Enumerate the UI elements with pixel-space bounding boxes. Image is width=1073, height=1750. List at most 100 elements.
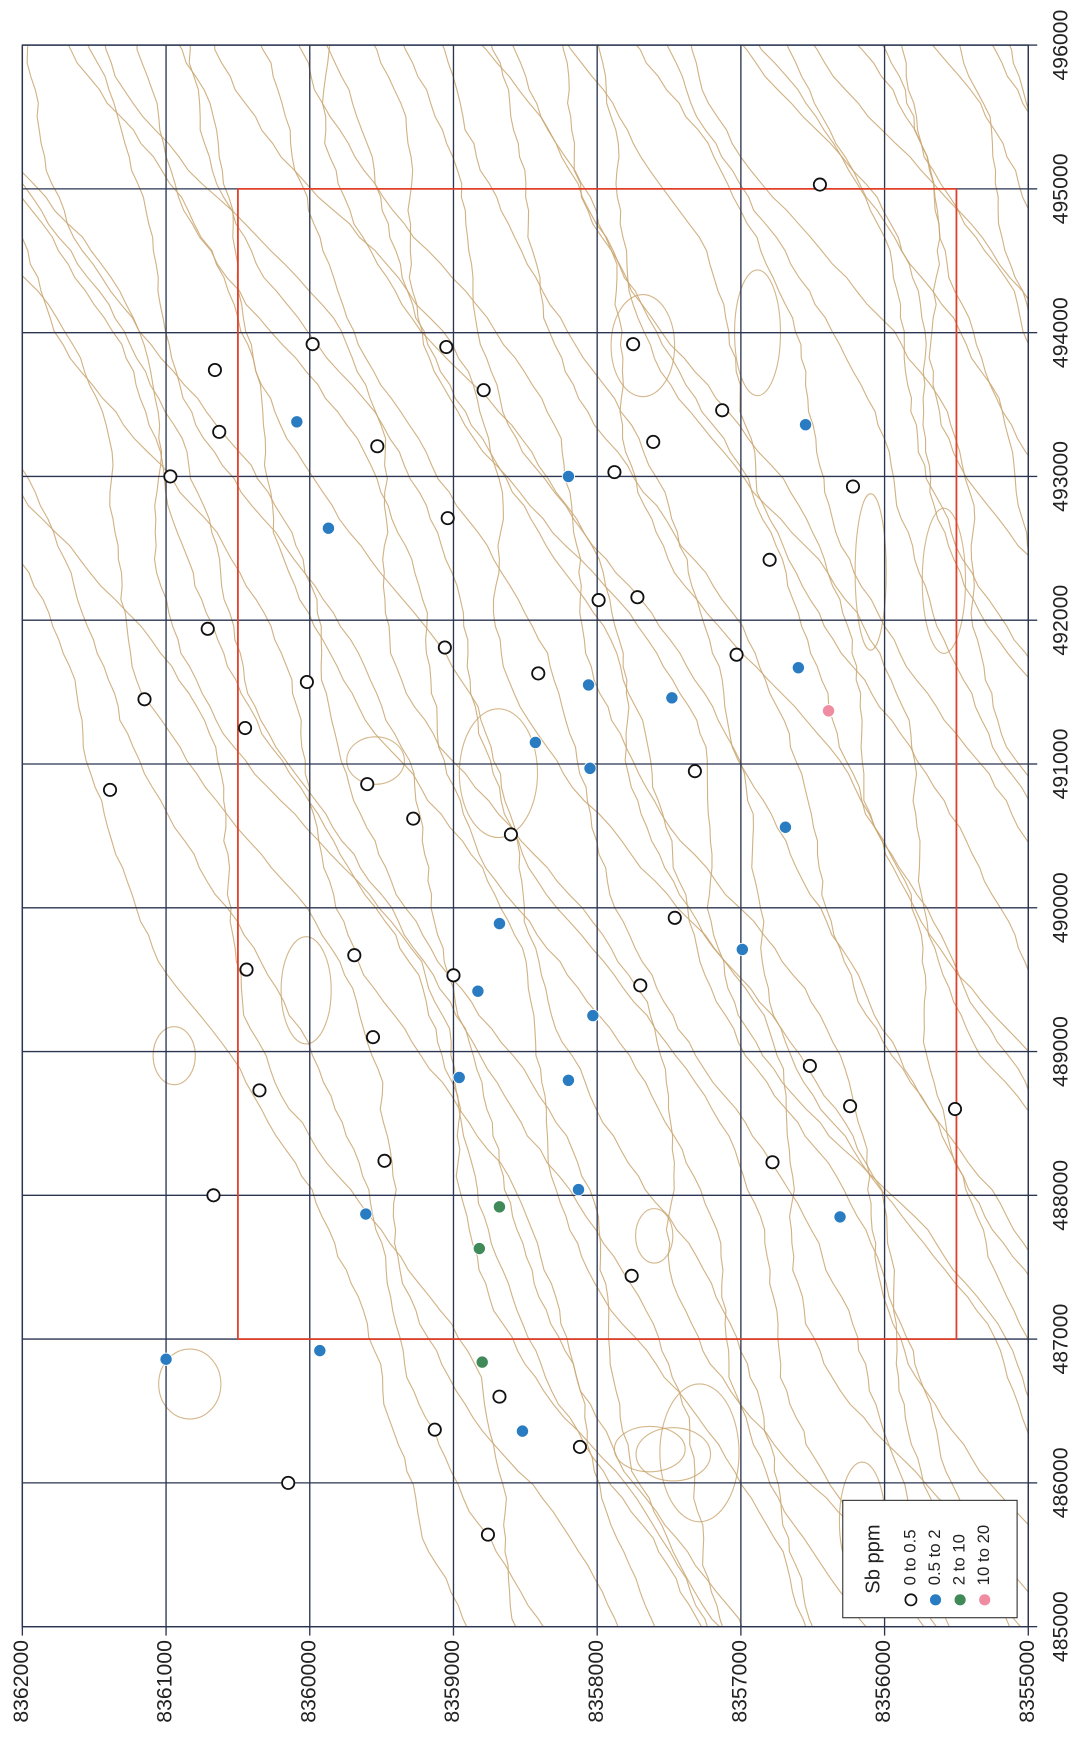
easting-label: 488000 [1049,1160,1072,1231]
contour [373,45,1029,1399]
contour [881,45,1029,457]
sample-point [833,1210,847,1224]
contour [562,45,1029,1052]
sample-point [102,782,118,797]
sample-point [821,704,836,718]
sample-point [137,692,152,707]
sample-point [646,434,661,449]
contour [152,1026,196,1086]
sample-point [624,1268,639,1283]
easting-label: 495000 [1049,153,1072,224]
sample-point [802,1058,817,1073]
sample-point [406,811,421,826]
sample-point [561,1073,576,1087]
easting-label: 496000 [1049,10,1072,81]
contour [87,45,724,1627]
contour [22,494,517,1627]
samples [102,177,963,1542]
contour [104,45,938,1627]
contour [786,45,1029,556]
sample-point [281,1475,296,1490]
sample-point [360,777,375,792]
northing-label: 8356000 [872,1640,895,1723]
contour [854,493,887,651]
legend-swatch [929,1594,942,1606]
sample-point [798,418,813,432]
sample-point [630,590,645,605]
sample-point [503,827,518,842]
sample-point [515,1424,530,1438]
contour [458,708,539,839]
sample-point [528,735,542,750]
easting-label: 494000 [1049,297,1072,368]
sample-point [305,337,320,352]
easting-label: 487000 [1049,1304,1072,1375]
sample-point [765,1155,780,1170]
legend-label: 0.5 to 2 [925,1529,944,1585]
contour [635,45,1029,844]
contour [402,45,1029,1437]
sample-point [947,1102,963,1117]
map-frame [21,44,1029,1628]
contour [26,45,721,1627]
sample-point [480,1527,496,1542]
sample-point [572,1439,587,1454]
contour [856,45,1029,557]
sample-point [437,640,452,655]
contour [136,45,867,1627]
contour [22,274,619,1627]
sample-point [492,1389,507,1404]
easting-label: 485000 [1049,1591,1072,1662]
contour [758,45,1029,659]
sample-point [762,552,777,567]
contour [67,45,807,1627]
easting-label: 493000 [1049,441,1072,512]
sample-point [633,978,648,993]
sample-point [583,761,597,775]
contour [22,197,703,1627]
sample-point [476,383,491,398]
sample-point [239,962,254,977]
northing-label: 8359000 [441,1640,464,1723]
contour [959,45,1029,314]
grid: 8362000 8361000 8360000 8359000 8358000 83570… [10,10,1072,1723]
sample-point [200,621,215,636]
sample-point [581,678,596,692]
sample-point [313,1344,327,1358]
easting-label: 492000 [1049,585,1072,656]
easting-label: 491000 [1049,729,1072,800]
legend-label: 2 to 10 [950,1534,969,1585]
sample-point [492,1200,507,1214]
easting-label: 490000 [1049,872,1072,943]
sample-point [667,910,682,925]
contour [22,171,708,1627]
sample-point [586,1009,600,1023]
sample-point [715,403,730,418]
legend-title: Sb ppm [862,1524,884,1593]
contour [610,293,676,398]
contour [441,45,1029,1345]
contour [567,45,1029,973]
easting-label: 489000 [1049,1016,1072,1087]
sample-point [735,942,749,957]
contour [260,45,950,1627]
sample-point [472,1241,486,1256]
sample-point [238,721,253,736]
sample-point [290,415,304,429]
contour [214,45,1029,1593]
contour [742,45,1029,679]
sample-point [452,1070,466,1085]
legend-swatch [979,1594,991,1606]
contour [326,45,1011,1627]
legend-swatch [954,1594,966,1606]
sample-point [377,1153,392,1168]
legend: Sb ppm 0 to 0.5 0.5 to 2 2 to 10 10 to 20 [842,1499,1018,1619]
contour [635,1427,712,1482]
sample-point [440,511,455,526]
contour [659,1383,740,1523]
sample-point [427,1422,442,1437]
sample-point [778,820,793,834]
contour [22,468,544,1627]
legend-label: 0 to 0.5 [900,1529,919,1585]
